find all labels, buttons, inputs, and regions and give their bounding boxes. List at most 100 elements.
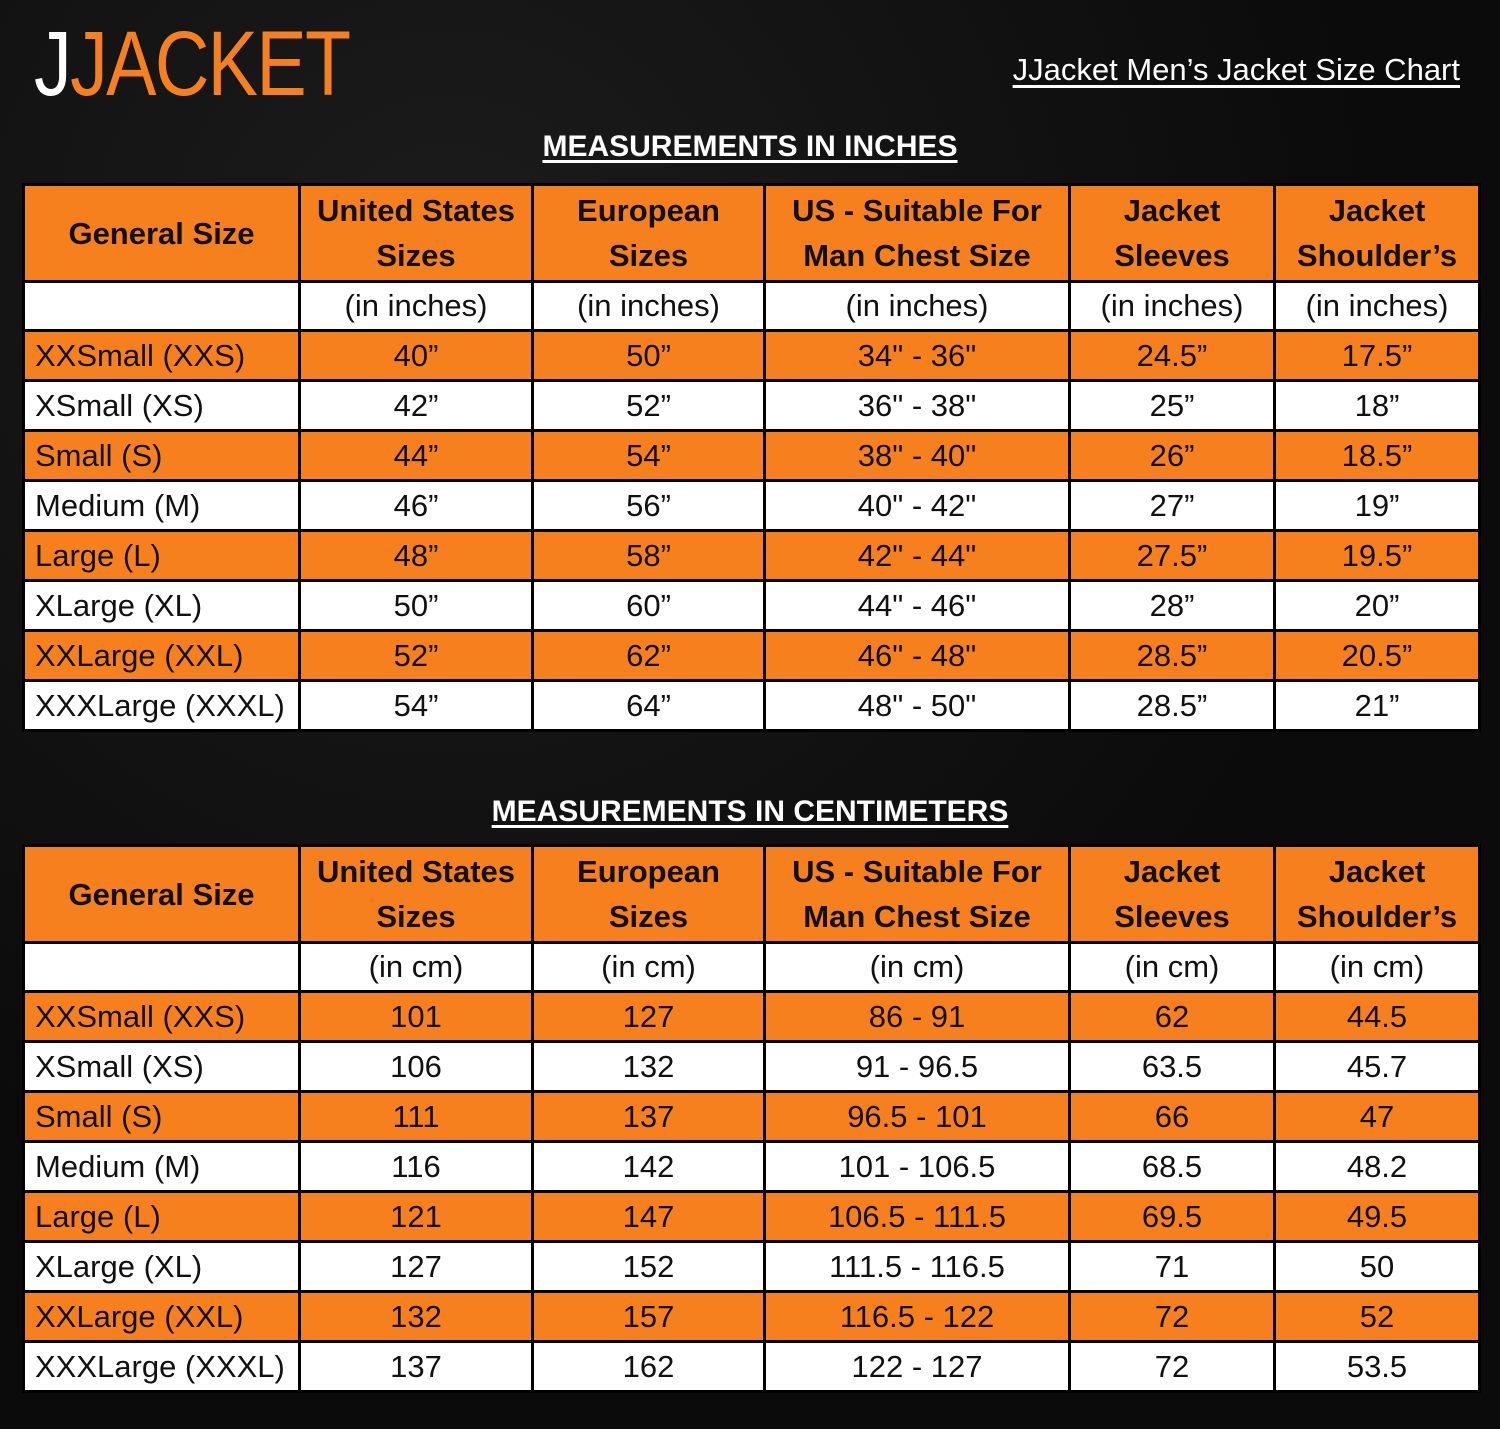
value-cell: 44.5 bbox=[1276, 993, 1478, 1040]
size-label-cell: XXSmall (XXS) bbox=[25, 993, 298, 1040]
value-cell: 86 - 91 bbox=[766, 993, 1068, 1040]
value-cell: 72 bbox=[1071, 1293, 1273, 1340]
header-line: Sizes bbox=[608, 899, 689, 934]
value-cell: 44” bbox=[301, 432, 531, 479]
value-cell: 111 bbox=[301, 1093, 531, 1140]
header-line: Man Chest Size bbox=[803, 238, 1031, 273]
value-cell: 20.5” bbox=[1276, 632, 1478, 679]
table-row: XXXLarge (XXXL) 54” 64” 48" - 50" 28.5” 21” bbox=[25, 682, 1478, 729]
unit-cell: (in inches) bbox=[301, 283, 531, 329]
table-row: XXSmall (XXS) 101 127 86 - 91 62 44.5 bbox=[25, 993, 1478, 1040]
value-cell: 147 bbox=[534, 1193, 763, 1240]
size-label-cell: XXSmall (XXS) bbox=[25, 332, 298, 379]
value-cell: 21” bbox=[1276, 682, 1478, 729]
header-line: Jacket bbox=[1328, 193, 1426, 228]
table-row: XSmall (XS) 106 132 91 - 96.5 63.5 45.7 bbox=[25, 1043, 1478, 1090]
value-cell: 47 bbox=[1276, 1093, 1478, 1140]
unit-cell bbox=[25, 944, 298, 990]
logo-prefix: J bbox=[34, 13, 72, 115]
value-cell: 24.5” bbox=[1071, 332, 1273, 379]
value-cell: 40” bbox=[301, 332, 531, 379]
header-line: Jacket bbox=[1328, 854, 1426, 889]
value-cell: 28” bbox=[1071, 582, 1273, 629]
column-header: General Size bbox=[25, 847, 298, 941]
header-line: Shoulder’s bbox=[1296, 899, 1458, 934]
header-line: Man Chest Size bbox=[803, 899, 1031, 934]
unit-cell: (in cm) bbox=[534, 944, 763, 990]
value-cell: 54” bbox=[534, 432, 763, 479]
value-cell: 44" - 46" bbox=[766, 582, 1068, 629]
value-cell: 28.5” bbox=[1071, 632, 1273, 679]
size-label-cell: XXXLarge (XXXL) bbox=[25, 1343, 298, 1390]
size-label-cell: XXLarge (XXL) bbox=[25, 632, 298, 679]
size-label-cell: Large (L) bbox=[25, 532, 298, 579]
value-cell: 62” bbox=[534, 632, 763, 679]
column-header: United States Sizes bbox=[301, 847, 531, 941]
column-header: Jacket Sleeves bbox=[1071, 847, 1273, 941]
value-cell: 50” bbox=[301, 582, 531, 629]
value-cell: 42" - 44" bbox=[766, 532, 1068, 579]
value-cell: 48" - 50" bbox=[766, 682, 1068, 729]
size-label-cell: XXXLarge (XXXL) bbox=[25, 682, 298, 729]
size-label-cell: XXLarge (XXL) bbox=[25, 1293, 298, 1340]
table-row: Small (S) 44” 54” 38" - 40" 26” 18.5” bbox=[25, 432, 1478, 479]
value-cell: 91 - 96.5 bbox=[766, 1043, 1068, 1090]
value-cell: 132 bbox=[534, 1043, 763, 1090]
value-cell: 46” bbox=[301, 482, 531, 529]
header-row: General Size United States Sizes European Si… bbox=[25, 847, 1478, 941]
value-cell: 116 bbox=[301, 1143, 531, 1190]
unit-cell: (in cm) bbox=[1276, 944, 1478, 990]
unit-cell: (in cm) bbox=[301, 944, 531, 990]
value-cell: 132 bbox=[301, 1293, 531, 1340]
column-header: European Sizes bbox=[534, 186, 763, 280]
header-line: US - Suitable For bbox=[792, 193, 1042, 228]
value-cell: 162 bbox=[534, 1343, 763, 1390]
value-cell: 42” bbox=[301, 382, 531, 429]
brand-logo: JJACKET bbox=[34, 18, 351, 110]
value-cell: 53.5 bbox=[1276, 1343, 1478, 1390]
table-row: Medium (M) 116 142 101 - 106.5 68.5 48.2 bbox=[25, 1143, 1478, 1190]
header-line: Sizes bbox=[376, 238, 456, 273]
table-row: Large (L) 121 147 106.5 - 111.5 69.5 49.5 bbox=[25, 1193, 1478, 1240]
size-label-cell: Large (L) bbox=[25, 1193, 298, 1240]
table-row: Large (L) 48” 58” 42" - 44" 27.5” 19.5” bbox=[25, 532, 1478, 579]
value-cell: 62 bbox=[1071, 993, 1273, 1040]
value-cell: 116.5 - 122 bbox=[766, 1293, 1068, 1340]
value-cell: 46" - 48" bbox=[766, 632, 1068, 679]
header-line: European bbox=[577, 854, 720, 889]
column-header: US - Suitable For Man Chest Size bbox=[766, 847, 1068, 941]
header-line: General Size bbox=[68, 215, 255, 251]
header-row: General Size United States Sizes European Si… bbox=[25, 186, 1478, 280]
unit-cell: (in cm) bbox=[766, 944, 1068, 990]
value-cell: 122 - 127 bbox=[766, 1343, 1068, 1390]
value-cell: 25” bbox=[1071, 382, 1273, 429]
value-cell: 52 bbox=[1276, 1293, 1478, 1340]
value-cell: 60” bbox=[534, 582, 763, 629]
header-line: General Size bbox=[68, 876, 255, 912]
value-cell: 121 bbox=[301, 1193, 531, 1240]
header-line: Sleeves bbox=[1114, 238, 1230, 273]
value-cell: 38" - 40" bbox=[766, 432, 1068, 479]
value-cell: 72 bbox=[1071, 1343, 1273, 1390]
value-cell: 45.7 bbox=[1276, 1043, 1478, 1090]
header-line: European bbox=[577, 193, 720, 228]
value-cell: 101 - 106.5 bbox=[766, 1143, 1068, 1190]
value-cell: 52” bbox=[301, 632, 531, 679]
size-table-inches: General Size United States Sizes European Si… bbox=[22, 183, 1481, 732]
unit-cell: (in inches) bbox=[534, 283, 763, 329]
value-cell: 56” bbox=[534, 482, 763, 529]
value-cell: 50 bbox=[1276, 1243, 1478, 1290]
value-cell: 52” bbox=[534, 382, 763, 429]
unit-row: (in cm) (in cm) (in cm) (in cm) (in cm) bbox=[25, 944, 1478, 990]
size-label-cell: XSmall (XS) bbox=[25, 382, 298, 429]
value-cell: 71 bbox=[1071, 1243, 1273, 1290]
size-label-cell: XSmall (XS) bbox=[25, 1043, 298, 1090]
value-cell: 54” bbox=[301, 682, 531, 729]
unit-cell: (in inches) bbox=[1276, 283, 1478, 329]
logo-rest: JACKET bbox=[70, 13, 351, 115]
column-header: European Sizes bbox=[534, 847, 763, 941]
value-cell: 111.5 - 116.5 bbox=[766, 1243, 1068, 1290]
value-cell: 64” bbox=[534, 682, 763, 729]
size-table-centimeters: General Size United States Sizes European Si… bbox=[22, 844, 1481, 1393]
value-cell: 106.5 - 111.5 bbox=[766, 1193, 1068, 1240]
